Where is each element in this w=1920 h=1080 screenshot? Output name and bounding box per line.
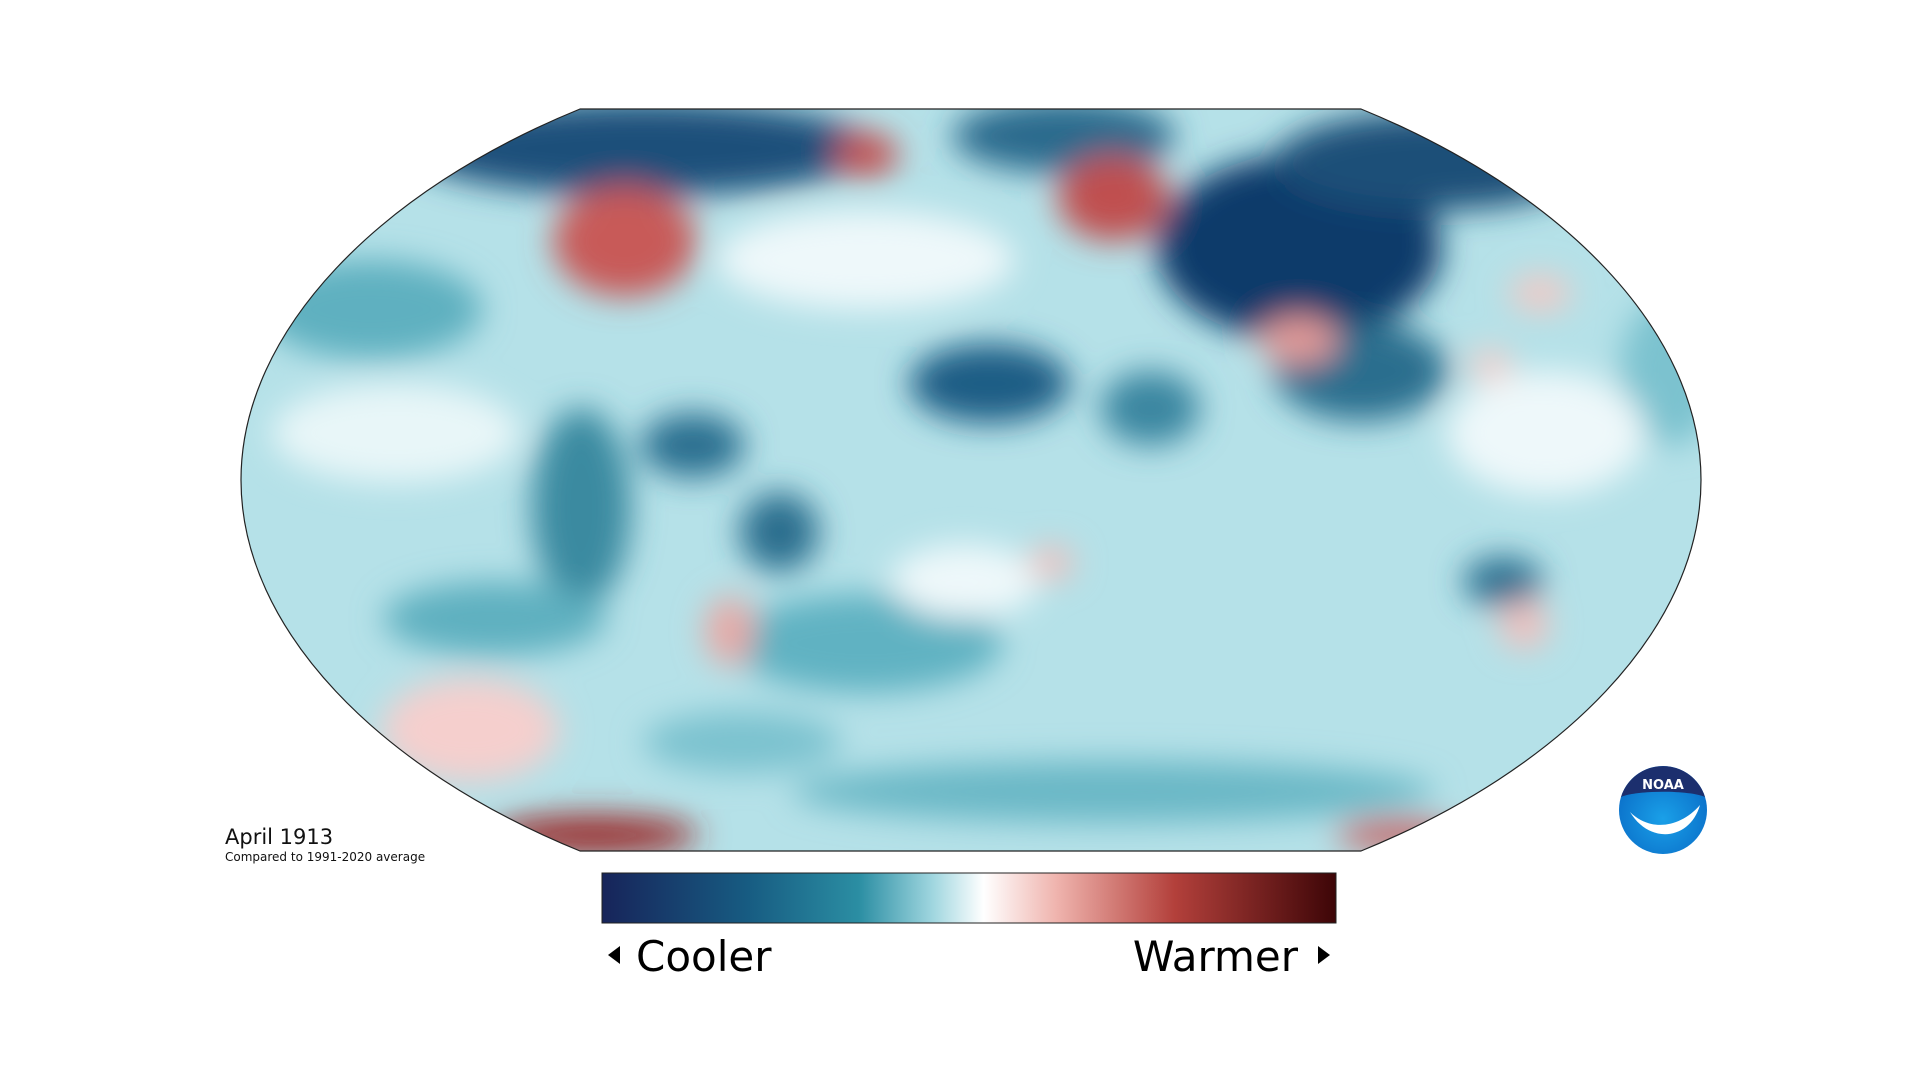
map-border	[240, 108, 1702, 852]
anomaly-region	[1274, 111, 1596, 211]
arrow-left	[608, 946, 620, 964]
anomaly-region	[1447, 371, 1646, 495]
arrow-right	[1318, 946, 1330, 964]
anomaly-map	[241, 109, 1701, 851]
anomaly-region	[833, 132, 899, 177]
anomaly-region	[890, 544, 1040, 619]
anomaly-region	[383, 581, 607, 656]
anomaly-region	[259, 259, 483, 359]
anomaly-region	[1029, 545, 1074, 581]
legend-low-label: Cooler	[636, 932, 772, 981]
anomaly-region	[643, 711, 842, 774]
map-subtitle: Compared to 1991-2020 average	[225, 850, 425, 864]
anomaly-region	[408, 109, 879, 196]
anomaly-region	[739, 492, 819, 572]
anomaly-region	[791, 760, 1435, 823]
anomaly-field	[259, 109, 1701, 851]
logo-band	[1621, 766, 1705, 797]
noaa-logo: NOAA	[1619, 766, 1707, 854]
legend-high-label: Warmer	[1133, 932, 1299, 981]
map-title: April 1913	[225, 825, 333, 849]
anomaly-region	[729, 593, 1002, 693]
anomaly-region	[909, 343, 1071, 424]
anomaly-region	[1509, 274, 1571, 312]
anomaly-region	[1468, 347, 1513, 383]
anomaly-region	[488, 815, 699, 851]
anomaly-region	[1259, 315, 1339, 365]
anomaly-region	[1463, 556, 1543, 607]
anomaly-region	[1100, 371, 1200, 446]
anomaly-region	[717, 210, 1015, 310]
color-bar	[601, 872, 1337, 924]
logo-bird	[1630, 805, 1700, 835]
anomaly-region	[640, 413, 745, 478]
logo-text: NOAA	[1642, 778, 1684, 793]
anomaly-region	[1499, 599, 1549, 650]
anomaly-region	[531, 408, 631, 607]
anomaly-region	[380, 677, 560, 782]
anomaly-region	[705, 596, 755, 666]
anomaly-region	[952, 109, 1176, 174]
anomaly-region	[552, 185, 697, 297]
anomaly-region	[272, 383, 520, 483]
anomaly-region	[1057, 154, 1169, 242]
